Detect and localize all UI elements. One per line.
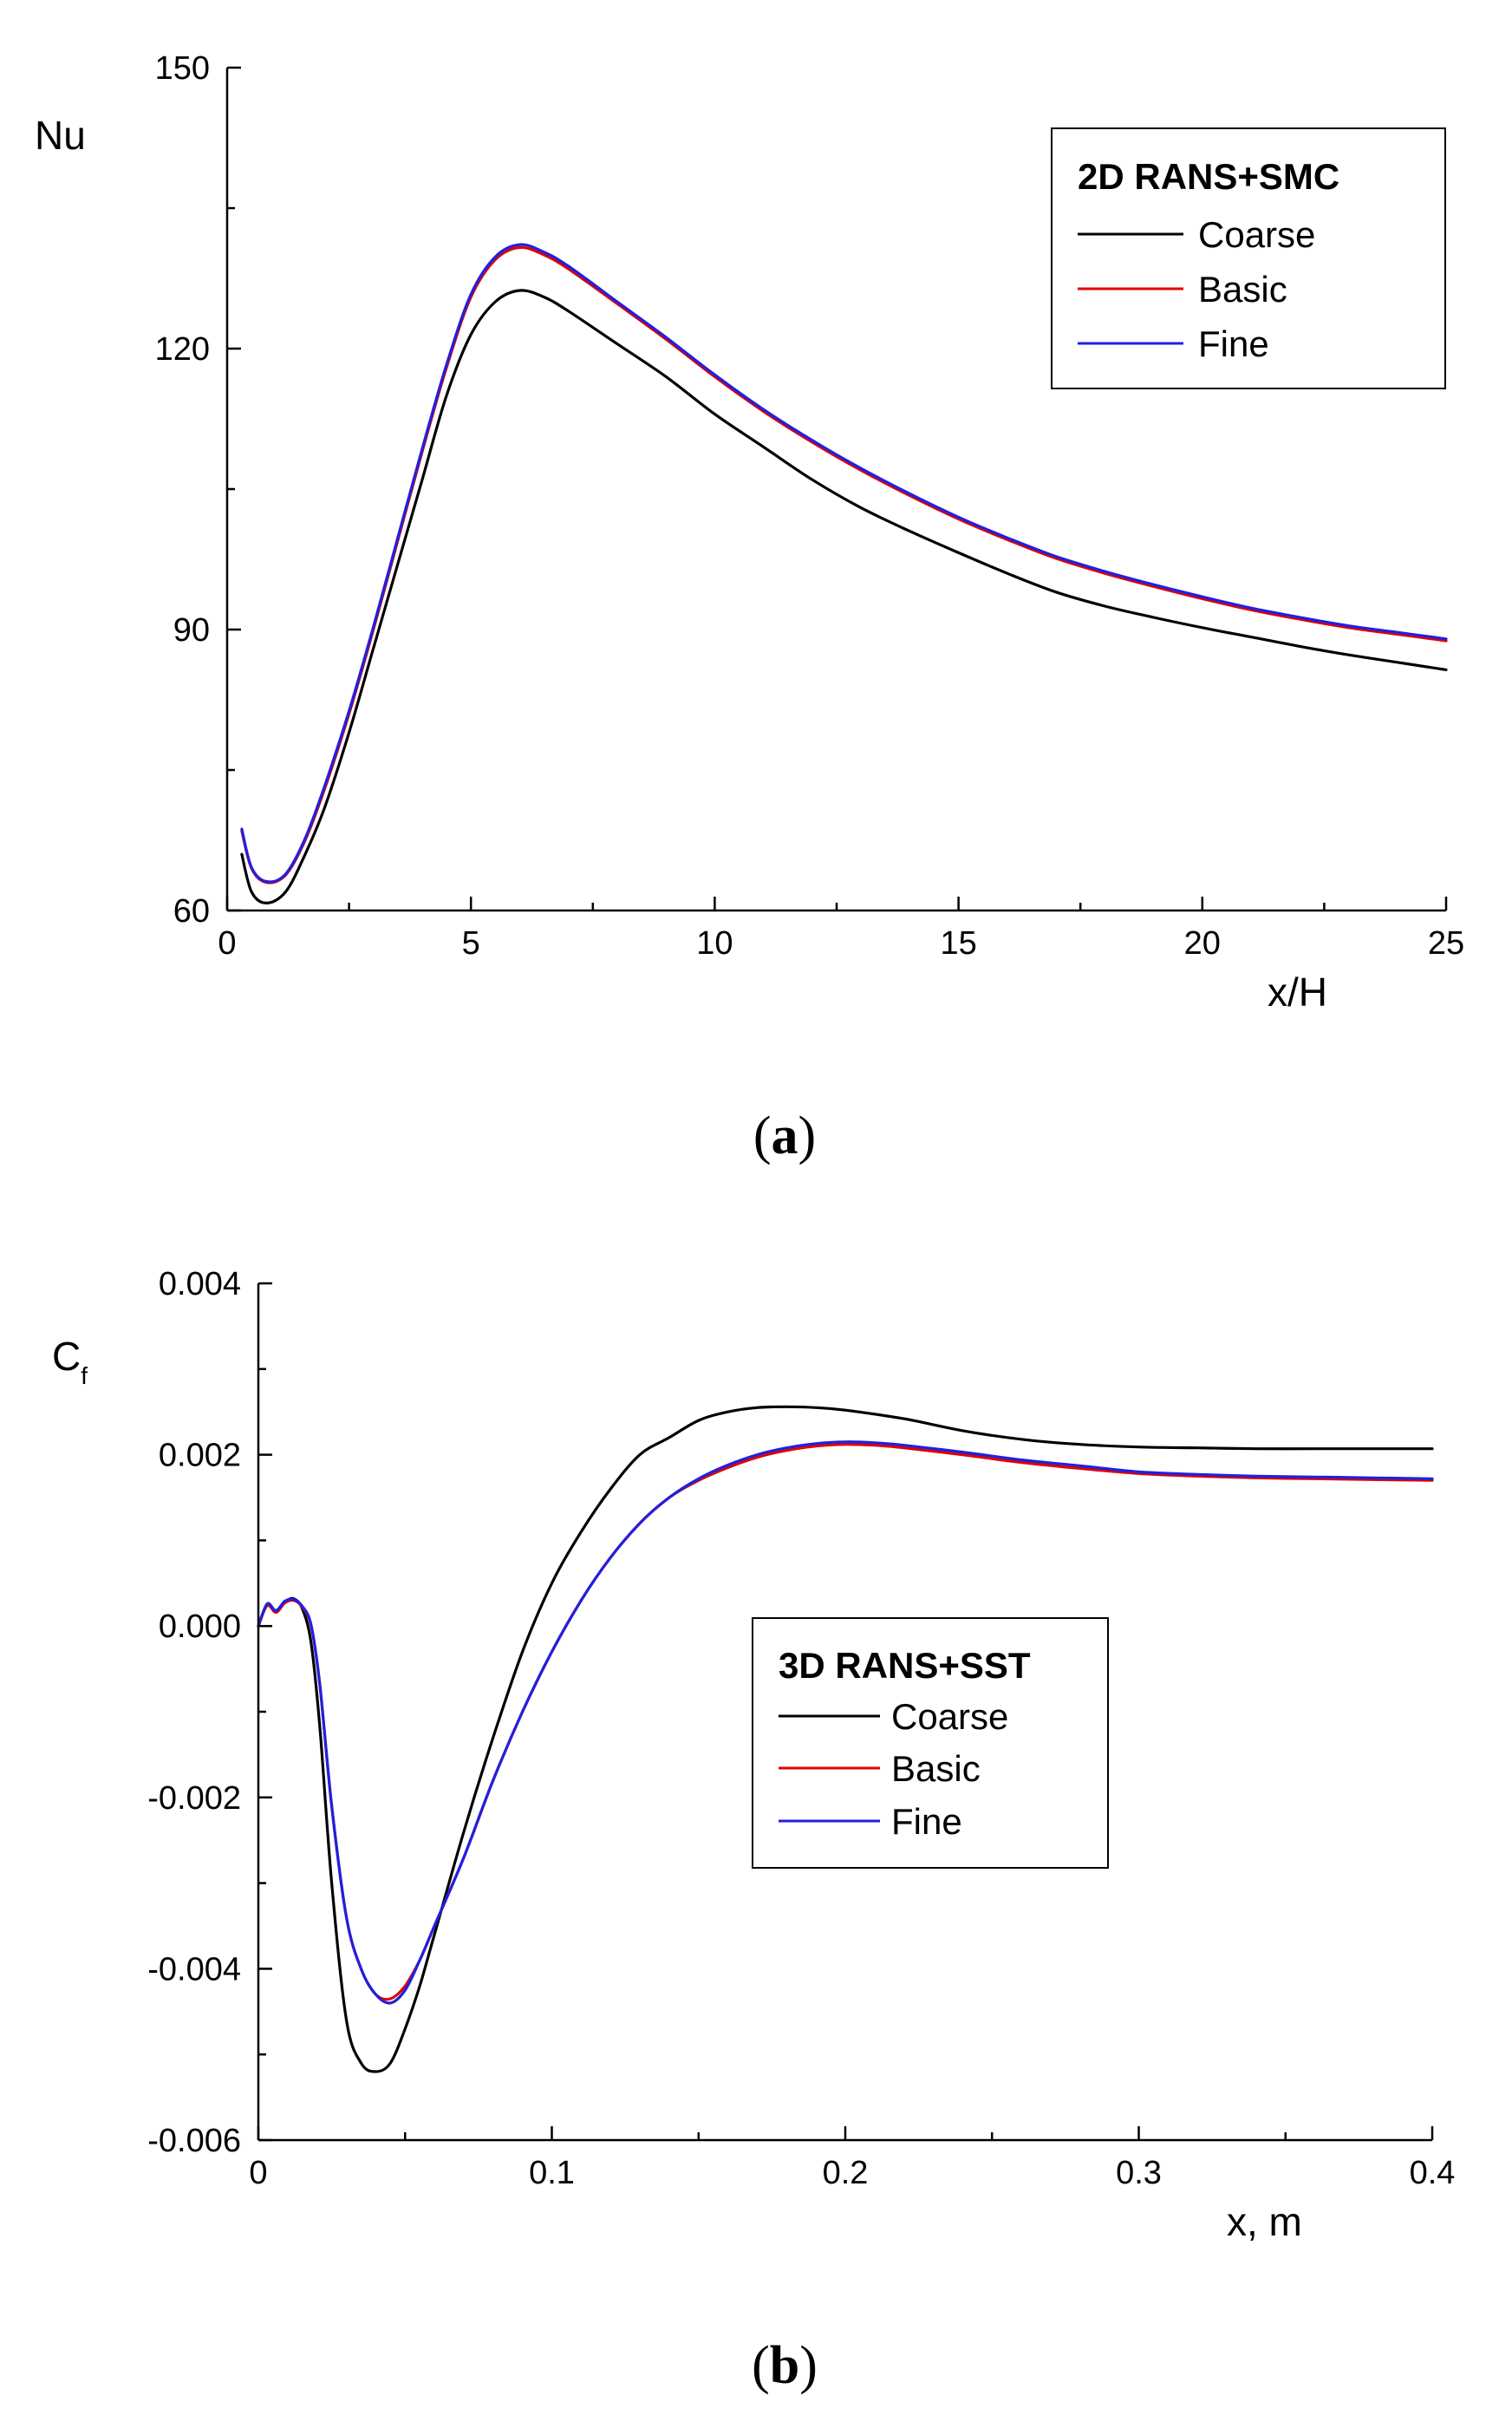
series-line-b-coarse — [257, 1405, 1434, 2073]
legend-title-a: 2D RANS+SMC — [1078, 156, 1339, 197]
legend-b: 3D RANS+SST Coarse Basic Fine — [752, 1617, 1109, 1869]
x-tick-label-a: 0 — [218, 925, 236, 962]
legend-label-b-0: Coarse — [891, 1696, 1008, 1737]
chart-panel-a: 60 90 120 150 0 5 10 15 20 25 Nu x/H 2D RANS+SMC… — [35, 50, 1464, 1165]
y-axis-title-b: Cf — [52, 1334, 88, 1389]
x-tick-label-b: 0.1 — [529, 2155, 575, 2191]
series-line-a-fine — [240, 243, 1448, 884]
legend-label-a-1: Basic — [1198, 269, 1287, 310]
y-tick-label-a: 90 — [173, 612, 210, 649]
y-axis-a: 60 90 120 150 — [155, 50, 241, 930]
x-axis-title-a: x/H — [1268, 969, 1327, 1015]
chart-panel-b: -0.006 -0.004 -0.002 0.000 0.002 0.004 0 0.1 0.… — [52, 1266, 1455, 2395]
legend-label-b-1: Basic — [891, 1748, 981, 1789]
x-tick-label-a: 15 — [940, 925, 976, 962]
plot-area-a — [240, 243, 1448, 904]
legend-box-a — [1051, 127, 1446, 389]
x-tick-label-b: 0 — [249, 2155, 267, 2191]
panel-label-a: (a) — [753, 1106, 816, 1165]
y-axis-b: -0.006 -0.004 -0.002 0.000 0.002 0.004 — [147, 1266, 272, 2159]
x-axis-a: 0 5 10 15 20 25 — [218, 897, 1464, 962]
y-tick-label-a: 60 — [173, 893, 210, 930]
y-tick-label-b: 0.004 — [159, 1266, 241, 1302]
y-tick-label-a: 150 — [155, 50, 210, 87]
y-tick-label-b: 0.000 — [159, 1609, 241, 1645]
x-tick-label-a: 25 — [1428, 925, 1464, 962]
x-axis-title-b: x, m — [1227, 2199, 1302, 2244]
legend-label-a-2: Fine — [1198, 323, 1269, 364]
legend-a: 2D RANS+SMC Coarse Basic Fine — [1051, 127, 1446, 389]
x-tick-label-a: 10 — [696, 925, 733, 962]
y-tick-label-a: 120 — [155, 331, 210, 368]
x-tick-label-b: 0.3 — [1116, 2155, 1162, 2191]
y-tick-label-b: -0.004 — [147, 1951, 241, 1987]
x-tick-label-b: 0.2 — [823, 2155, 869, 2191]
legend-label-a-0: Coarse — [1198, 214, 1315, 255]
x-axis-b: 0 0.1 0.2 0.3 0.4 — [249, 2126, 1455, 2191]
legend-title-b: 3D RANS+SST — [779, 1645, 1031, 1686]
y-axis-title-sub-b: f — [81, 1362, 88, 1389]
plot-area-b — [257, 1405, 1434, 2073]
y-tick-label-b: -0.006 — [147, 2123, 241, 2159]
y-axis-title-a: Nu — [35, 113, 86, 158]
series-line-b-fine — [257, 1440, 1434, 2005]
series-line-a-coarse — [240, 289, 1448, 904]
y-tick-label-b: 0.002 — [159, 1438, 241, 1474]
x-tick-label-b: 0.4 — [1410, 2155, 1456, 2191]
y-tick-label-b: -0.002 — [147, 1780, 241, 1817]
x-tick-label-a: 5 — [462, 925, 480, 962]
x-tick-label-a: 20 — [1184, 925, 1221, 962]
legend-box-b — [752, 1617, 1109, 1869]
panel-label-b: (b) — [752, 2336, 818, 2395]
legend-label-b-2: Fine — [891, 1801, 962, 1842]
